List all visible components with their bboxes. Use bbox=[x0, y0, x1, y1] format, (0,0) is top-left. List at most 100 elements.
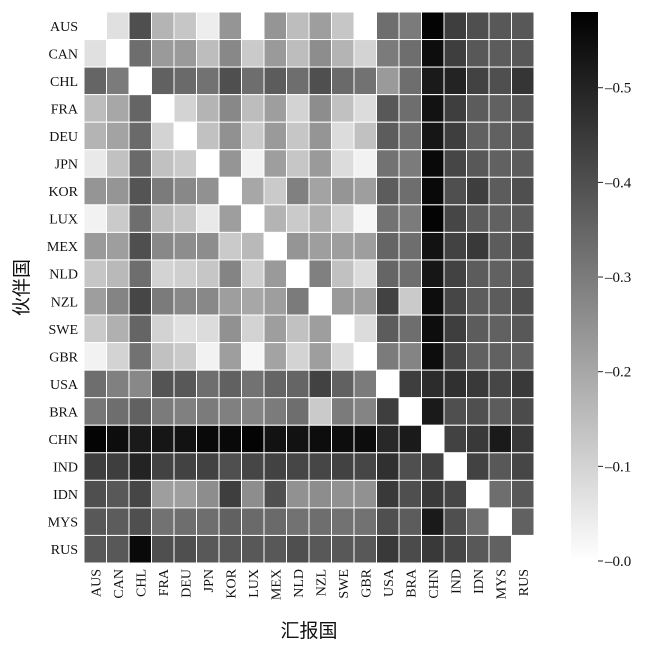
heatmap-cell-RUS-MYS bbox=[488, 534, 512, 564]
heatmap-cell-IDN-MYS bbox=[488, 479, 512, 509]
heatmap-cell-IND-USA bbox=[376, 452, 400, 481]
x-tick-label-NLD: NLD bbox=[292, 569, 307, 598]
heatmap-cell-JPN-CHN bbox=[421, 149, 445, 178]
heatmap-cell-CHN-NZL bbox=[308, 424, 332, 454]
x-tick-label-RUS: RUS bbox=[517, 569, 532, 596]
heatmap-cell-USA-NLD bbox=[286, 369, 310, 399]
heatmap-cell-AUS-DEU bbox=[173, 11, 197, 41]
heatmap-cell-CAN-RUS bbox=[511, 39, 535, 68]
heatmap-cell-IDN-SWE bbox=[331, 479, 355, 509]
heatmap-cell-IND-AUS bbox=[83, 452, 107, 481]
heatmap-cell-MEX-CHL bbox=[128, 231, 152, 261]
heatmap-cell-GBR-NLD bbox=[286, 342, 310, 371]
heatmap-cell-JPN-NZL bbox=[308, 149, 332, 178]
y-tick-label-DEU: DEU bbox=[49, 130, 78, 145]
heatmap-cell-CAN-NZL bbox=[308, 39, 332, 68]
colorbar-tick-label: –0.1 bbox=[604, 459, 631, 475]
heatmap-cell-CHN-IND bbox=[443, 424, 467, 454]
heatmap-cell-NZL-AUS bbox=[83, 287, 107, 316]
heatmap-cell-GBR-CHL bbox=[128, 342, 152, 371]
heatmap-cell-IND-MEX bbox=[263, 452, 287, 481]
y-tick-label-USA: USA bbox=[50, 378, 79, 393]
heatmap-cell-JPN-CHL bbox=[128, 149, 152, 178]
heatmap-cell-IND-CHN bbox=[421, 452, 445, 481]
heatmap-cell-LUX-RUS bbox=[511, 204, 535, 233]
heatmap-cell-CHN-CAN bbox=[106, 424, 130, 454]
heatmap-cell-MYS-USA bbox=[376, 507, 400, 536]
heatmap-cell-NZL-RUS bbox=[511, 287, 535, 316]
heatmap-cell-SWE-BRA bbox=[398, 314, 422, 344]
heatmap-cell-USA-LUX bbox=[241, 369, 265, 399]
heatmap-cell-MYS-CHN bbox=[421, 507, 445, 536]
heatmap-cell-RUS-NLD bbox=[286, 534, 310, 564]
heatmap-cell-LUX-MYS bbox=[488, 204, 512, 233]
heatmap-cell-NLD-DEU bbox=[173, 259, 197, 289]
heatmap-cell-LUX-CHN bbox=[421, 204, 445, 233]
heatmap-cell-GBR-BRA bbox=[398, 342, 422, 371]
heatmap-cell-AUS-SWE bbox=[331, 11, 355, 41]
heatmap-cell-KOR-RUS bbox=[511, 176, 535, 206]
heatmap-cell-LUX-CAN bbox=[106, 204, 130, 233]
heatmap-cell-AUS-MYS bbox=[488, 11, 512, 41]
colorbar-tick-label: –0.2 bbox=[604, 365, 631, 381]
heatmap-cell-CHN-CHN bbox=[421, 424, 445, 454]
heatmap-cell-AUS-NLD bbox=[286, 11, 310, 41]
heatmap-cell-CHL-NZL bbox=[308, 66, 332, 96]
heatmap-cell-CHN-JPN bbox=[196, 424, 220, 454]
heatmap-cell-NLD-CHL bbox=[128, 259, 152, 289]
heatmap-cell-LUX-AUS bbox=[83, 204, 107, 233]
heatmap-cell-BRA-SWE bbox=[331, 397, 355, 426]
heatmap-cell-CHN-SWE bbox=[331, 424, 355, 454]
heatmap-cell-KOR-AUS bbox=[83, 176, 107, 206]
heatmap-cell-CAN-IND bbox=[443, 39, 467, 68]
heatmap-cell-KOR-IND bbox=[443, 176, 467, 206]
heatmap-cell-IND-IND bbox=[443, 452, 467, 481]
heatmap-cell-SWE-IND bbox=[443, 314, 467, 344]
heatmap-cell-IDN-AUS bbox=[83, 479, 107, 509]
heatmap-cell-NLD-MYS bbox=[488, 259, 512, 289]
heatmap-cell-CHL-DEU bbox=[173, 66, 197, 96]
heatmap-cell-IDN-IDN bbox=[466, 479, 490, 509]
heatmap-cell-NZL-USA bbox=[376, 287, 400, 316]
heatmap-cell-MYS-BRA bbox=[398, 507, 422, 536]
heatmap-cell-NZL-MEX bbox=[263, 287, 287, 316]
heatmap-cell-KOR-LUX bbox=[241, 176, 265, 206]
heatmap-cell-FRA-DEU bbox=[173, 94, 197, 123]
heatmap-cell-GBR-CHN bbox=[421, 342, 445, 371]
heatmap-cell-MEX-RUS bbox=[511, 231, 535, 261]
heatmap-cell-CHL-CHN bbox=[421, 66, 445, 96]
heatmap-cell-JPN-RUS bbox=[511, 149, 535, 178]
heatmap-cell-MYS-RUS bbox=[511, 507, 535, 536]
heatmap-cell-AUS-IND bbox=[443, 11, 467, 41]
heatmap-cell-CHL-GBR bbox=[353, 66, 377, 96]
heatmap-cell-IDN-KOR bbox=[218, 479, 242, 509]
heatmap-cell-JPN-AUS bbox=[83, 149, 107, 178]
heatmap-cell-RUS-NZL bbox=[308, 534, 332, 564]
heatmap-cell-NLD-MEX bbox=[263, 259, 287, 289]
heatmap-cell-KOR-CHN bbox=[421, 176, 445, 206]
heatmap-cell-BRA-MEX bbox=[263, 397, 287, 426]
heatmap-cell-DEU-CHN bbox=[421, 121, 445, 151]
colorbar-tick-label: –0.3 bbox=[604, 270, 631, 286]
heatmap-cell-NLD-NZL bbox=[308, 259, 332, 289]
x-tick-label-DEU: DEU bbox=[179, 569, 194, 598]
heatmap-cell-CHN-RUS bbox=[511, 424, 535, 454]
heatmap-cell-CHN-DEU bbox=[173, 424, 197, 454]
heatmap-cell-FRA-GBR bbox=[353, 94, 377, 123]
heatmap-cell-GBR-USA bbox=[376, 342, 400, 371]
heatmap-cell-MYS-MEX bbox=[263, 507, 287, 536]
heatmap-cell-NLD-SWE bbox=[331, 259, 355, 289]
heatmap-cell-AUS-AUS bbox=[83, 11, 107, 41]
heatmap-cell-DEU-DEU bbox=[173, 121, 197, 151]
heatmap-cell-CHL-CAN bbox=[106, 66, 130, 96]
heatmap-cell-LUX-KOR bbox=[218, 204, 242, 233]
y-tick-label-MEX: MEX bbox=[47, 240, 78, 255]
heatmap-cell-MEX-DEU bbox=[173, 231, 197, 261]
heatmap-cell-CAN-LUX bbox=[241, 39, 265, 68]
heatmap-cell-CAN-DEU bbox=[173, 39, 197, 68]
heatmap-cell-CHN-MEX bbox=[263, 424, 287, 454]
heatmap-cell-USA-CHN bbox=[421, 369, 445, 399]
heatmap-cell-BRA-NLD bbox=[286, 397, 310, 426]
heatmap-cell-CAN-FRA bbox=[151, 39, 175, 68]
heatmap-cell-RUS-MEX bbox=[263, 534, 287, 564]
